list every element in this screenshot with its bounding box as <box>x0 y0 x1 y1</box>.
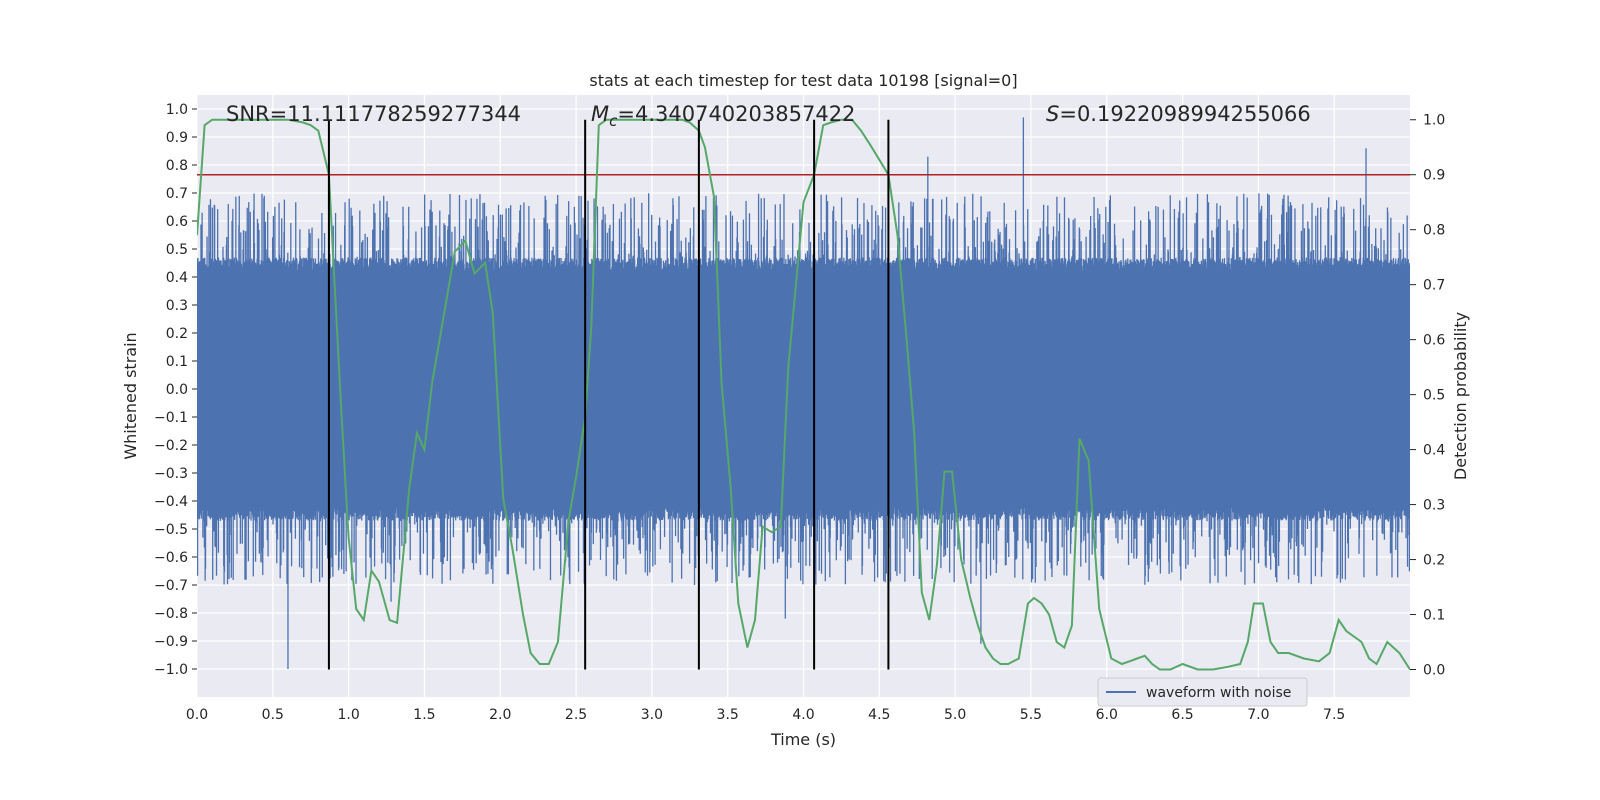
y-tick-label-left: −0.8 <box>154 606 188 622</box>
y-tick-label-left: 0.6 <box>166 214 188 230</box>
y-tick-label-right: 1.0 <box>1423 113 1445 129</box>
s-value: =0.1922098994255066 <box>1059 102 1310 126</box>
legend: waveform with noise <box>1097 677 1308 707</box>
y-axis-label-left: Whitened strain <box>121 332 140 459</box>
x-tick-label: 3.5 <box>717 707 739 723</box>
y-tick-label-left: 0.3 <box>166 298 188 314</box>
x-tick-label: 5.5 <box>1020 707 1042 723</box>
legend-box <box>1097 677 1308 707</box>
y-tick-label-right: 0.0 <box>1423 663 1445 679</box>
chart-title: stats at each timestep for test data 101… <box>589 71 1017 90</box>
y-tick-label-right: 0.2 <box>1423 553 1445 569</box>
mc-value: =4.340740203857422 <box>617 102 855 126</box>
y-tick-label-left: 0.1 <box>166 354 188 370</box>
x-tick-label: 6.5 <box>1171 707 1193 723</box>
y-tick-label-right: 0.8 <box>1423 223 1445 239</box>
waveform-series <box>197 117 1410 669</box>
x-tick-label: 6.0 <box>1096 707 1118 723</box>
y-axis-label-right: Detection probability <box>1451 312 1470 480</box>
y-tick-label-left: 0.5 <box>166 242 188 258</box>
x-tick-label: 5.0 <box>944 707 966 723</box>
x-tick-label: 7.5 <box>1323 707 1345 723</box>
x-tick-label: 2.0 <box>489 707 511 723</box>
s-symbol: S <box>1046 102 1059 126</box>
x-tick-label: 2.5 <box>565 707 587 723</box>
y-tick-label-left: −0.1 <box>154 410 188 426</box>
y-tick-label-right: 0.1 <box>1423 608 1445 624</box>
axes: 0.0 0.5 1.0 1.5 2.0 2.5 3.0 3.5 4.0 4.5 5.0 5.5 6.0 6… <box>154 102 1445 723</box>
y-tick-label-right: 0.6 <box>1423 333 1445 349</box>
snr-annotation: SNR=11.111778259277344 <box>226 102 521 126</box>
x-tick-label: 3.0 <box>641 707 663 723</box>
y-tick-label-left: 0.2 <box>166 326 188 342</box>
y-tick-label-left: −0.9 <box>154 634 188 650</box>
y-tick-label-right: 0.7 <box>1423 278 1445 294</box>
y-tick-label-left: −0.4 <box>154 494 188 510</box>
x-tick-label: 7.0 <box>1247 707 1269 723</box>
y-tick-label-left: −0.2 <box>154 438 188 454</box>
x-axis-label: Time (s) <box>770 730 836 749</box>
y-tick-label-left: −1.0 <box>154 662 188 678</box>
y-tick-label-left: 0.7 <box>166 186 188 202</box>
y-tick-label-left: 0.8 <box>166 158 188 174</box>
legend-label: waveform with noise <box>1146 685 1291 701</box>
y-tick-label-right: 0.4 <box>1423 443 1445 459</box>
y-tick-label-left: 0.9 <box>166 130 188 146</box>
y-tick-label-left: 1.0 <box>166 102 188 118</box>
y-tick-label-left: −0.7 <box>154 578 188 594</box>
y-tick-label-right: 0.9 <box>1423 168 1445 184</box>
mc-symbol: M <box>591 102 609 126</box>
s-annotation: S=0.1922098994255066 <box>1046 102 1311 126</box>
vertical-marker-lines <box>327 119 890 670</box>
chirp-mass-annotation: Mc=4.340740203857422 <box>591 102 855 130</box>
x-tick-label: 0.5 <box>262 707 284 723</box>
y-tick-label-left: 0.0 <box>166 382 188 398</box>
mc-subscript: c <box>609 112 618 130</box>
x-tick-label: 4.5 <box>868 707 890 723</box>
y-tick-label-left: −0.3 <box>154 466 188 482</box>
x-tick-label: 1.5 <box>413 707 435 723</box>
x-tick-label: 1.0 <box>337 707 359 723</box>
y-tick-label-left: 0.4 <box>166 270 188 286</box>
x-tick-label: 4.0 <box>792 707 814 723</box>
x-tick-label: 0.0 <box>186 707 208 723</box>
y-tick-label-left: −0.5 <box>154 522 188 538</box>
y-tick-label-right: 0.5 <box>1423 388 1445 404</box>
y-tick-label-right: 0.3 <box>1423 498 1445 514</box>
y-tick-label-left: −0.6 <box>154 550 188 566</box>
